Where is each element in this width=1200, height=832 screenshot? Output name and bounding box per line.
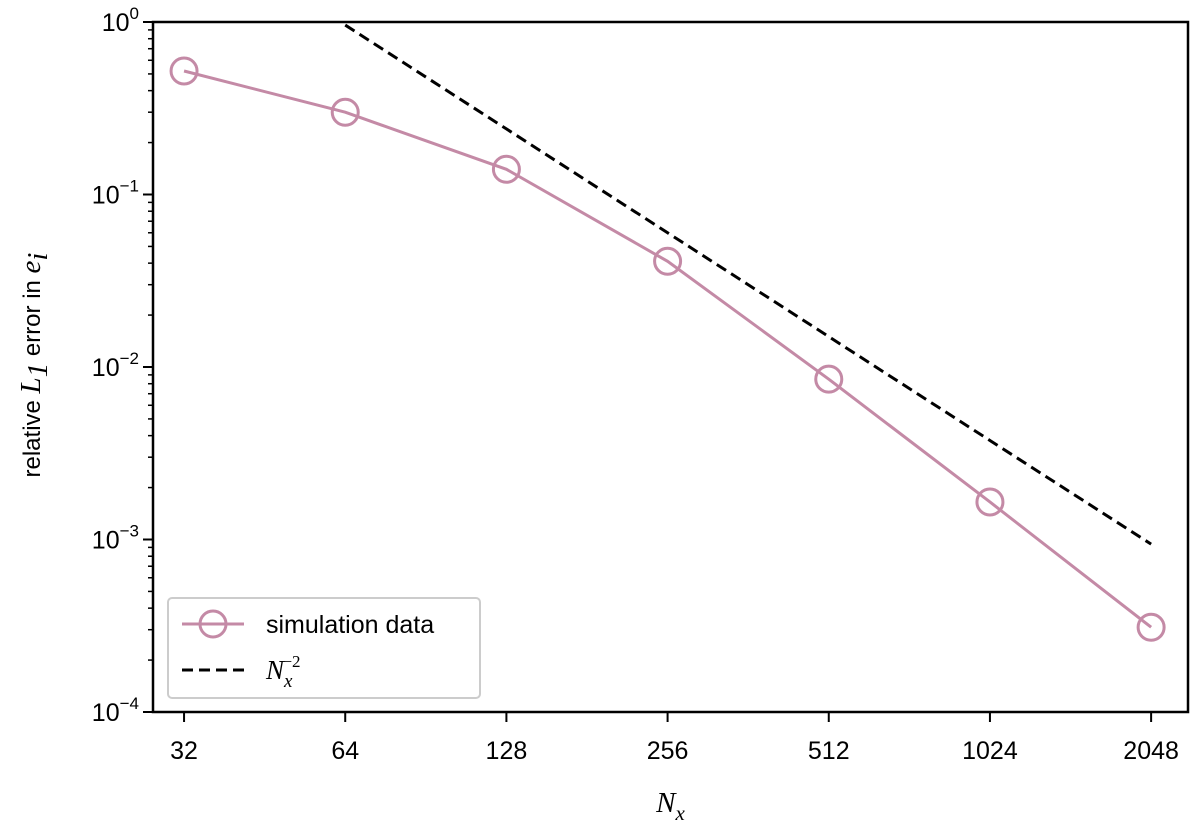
y-tick-label: 100 xyxy=(102,4,139,37)
x-tick-label: 128 xyxy=(486,737,528,765)
data-point xyxy=(653,246,683,276)
y-axis-label-text2: error in xyxy=(19,273,46,362)
y-axis-label-math2: e xyxy=(15,260,47,273)
x-tick-label: 256 xyxy=(647,737,689,765)
series-line-1 xyxy=(344,23,1152,546)
y-axis-label-math: L xyxy=(15,377,47,394)
x-tick-label: 1024 xyxy=(962,737,1018,765)
data-point xyxy=(330,97,360,127)
data-point xyxy=(169,56,199,86)
x-tick-label: 64 xyxy=(331,737,359,765)
x-tick-label: 32 xyxy=(170,737,198,765)
y-axis-label-math2-sub: i xyxy=(22,253,54,261)
x-axis-label: Nx xyxy=(655,787,685,825)
data-point xyxy=(491,154,521,184)
ticks: 32 64 128 256 512 1024 2048 100 10−1 10−2 10−3 10−4 xyxy=(92,4,1179,765)
x-axis-label-sub: x xyxy=(675,801,686,825)
legend-label-reference: Nx−2 xyxy=(265,652,301,692)
y-tick-label: 10−1 xyxy=(92,177,139,210)
x-tick-label: 2048 xyxy=(1123,737,1179,765)
legend-marker-simulation xyxy=(198,609,228,639)
data-point xyxy=(814,364,844,394)
plot-area xyxy=(169,23,1166,642)
data-point xyxy=(1136,612,1166,642)
legend: simulation data Nx−2 xyxy=(167,597,481,699)
y-axis-label-text: relative xyxy=(19,393,46,477)
legend-label-reference-sub: x xyxy=(283,671,293,692)
legend-label-simulation: simulation data xyxy=(266,611,434,639)
y-axis-label: relative L1 error in ei xyxy=(15,253,54,478)
legend-label-reference-sup: −2 xyxy=(282,652,300,671)
data-point xyxy=(975,487,1005,517)
y-tick-label: 10−3 xyxy=(92,522,139,555)
x-axis-label-main: N xyxy=(655,787,677,819)
y-axis-label-math-sub: 1 xyxy=(22,363,54,378)
x-tick-label: 512 xyxy=(808,737,850,765)
series-line-0 xyxy=(183,69,1153,629)
y-tick-label: 10−2 xyxy=(92,349,139,382)
legend-label-reference-main: N xyxy=(265,655,286,685)
y-tick-label: 10−4 xyxy=(92,694,139,727)
legend-box xyxy=(167,597,481,699)
